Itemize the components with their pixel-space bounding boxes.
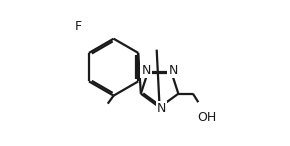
Text: N: N — [157, 101, 166, 115]
Text: OH: OH — [197, 111, 217, 124]
Text: N: N — [142, 64, 151, 77]
Text: F: F — [75, 20, 82, 33]
Text: N: N — [168, 64, 178, 77]
